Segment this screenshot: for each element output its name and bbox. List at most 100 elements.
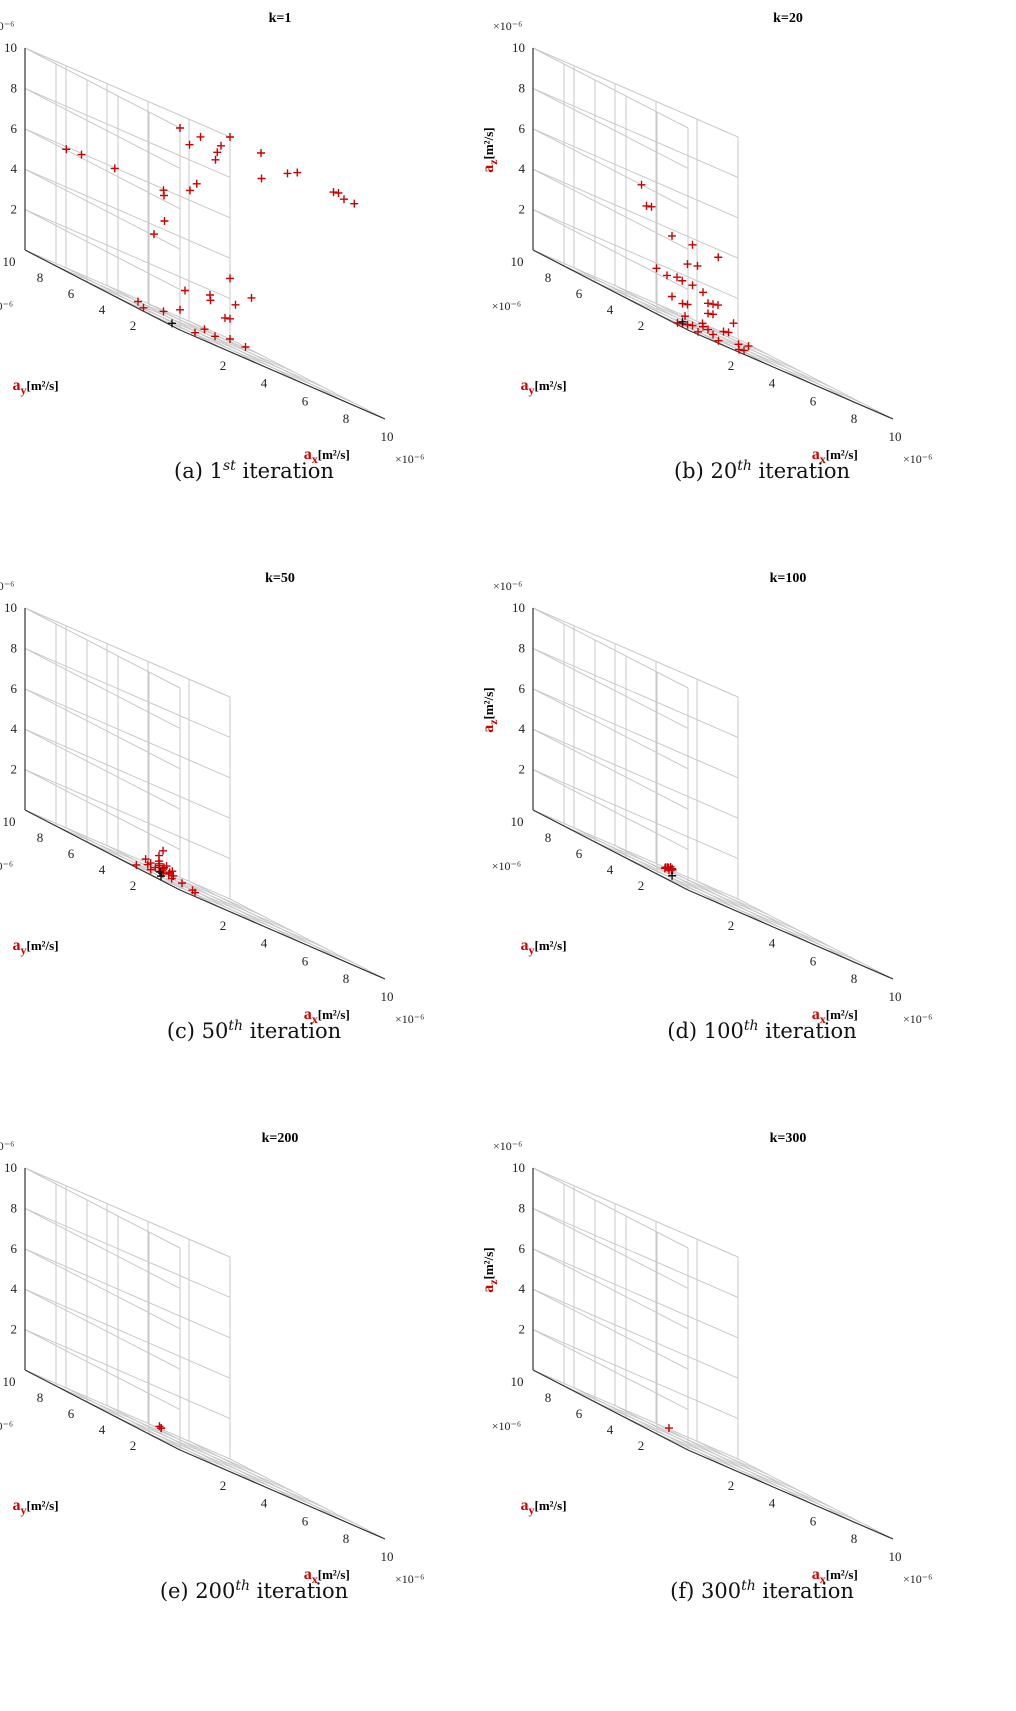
z-tick-label: 4 xyxy=(11,721,18,736)
z-tick-label: 6 xyxy=(519,681,526,696)
caption-prefix: (f) 300 xyxy=(670,1579,742,1603)
data-point xyxy=(211,155,220,164)
axis-label-symbol: a xyxy=(812,1566,820,1583)
y-axis-label: ay[m²/s] xyxy=(521,937,567,957)
grid-line xyxy=(24,1207,181,1289)
z-tick-label: 4 xyxy=(519,161,526,176)
axis-label-subscript: y xyxy=(529,943,535,957)
grid-lines xyxy=(24,1167,386,1540)
data-point xyxy=(141,855,150,864)
axis-label-subscript: y xyxy=(21,383,27,397)
data-point xyxy=(168,319,176,328)
x-tick-label: 8 xyxy=(343,1531,350,1546)
panel-caption: (b) 20th iteration xyxy=(508,458,1016,483)
axis-label-subscript: y xyxy=(21,1503,27,1517)
y-tick-label: 2 xyxy=(638,878,645,893)
data-point xyxy=(329,188,338,197)
grid-line xyxy=(117,1417,324,1508)
z-multiplier: ×10⁻⁶ xyxy=(493,579,522,593)
x-axis-label: ax[m²/s] xyxy=(812,1006,858,1026)
x-tick-label: 4 xyxy=(769,1496,776,1511)
data-point xyxy=(160,217,169,225)
data-point xyxy=(673,273,681,282)
z-tick-label: 2 xyxy=(11,1322,18,1337)
data-point xyxy=(681,312,689,321)
markers xyxy=(637,180,753,355)
y-multiplier: ×10⁻⁶ xyxy=(492,1419,521,1433)
x-axis-label: ax[m²/s] xyxy=(304,1006,350,1026)
y-tick-label: 8 xyxy=(37,270,44,285)
data-point xyxy=(176,305,184,314)
data-point xyxy=(159,846,168,855)
z-tick-label: 10 xyxy=(512,1160,525,1175)
y-axis-label: ay[m²/s] xyxy=(13,377,59,397)
grid-line xyxy=(24,607,231,698)
axis-label-symbol: a xyxy=(304,446,312,463)
grid-line xyxy=(532,728,739,819)
grid-line xyxy=(24,1167,231,1258)
tick-labels: 2 2 4 4 6 6 8 8 10 10 2 4 6 8 10 xyxy=(3,1160,394,1564)
data-point xyxy=(213,148,222,157)
x-multiplier: ×10⁻⁶ xyxy=(903,452,932,466)
chart-title: k=1 xyxy=(269,11,292,26)
axis-label-symbol: a xyxy=(521,1497,529,1514)
data-point xyxy=(699,288,707,297)
axis-label-symbol: a xyxy=(812,446,820,463)
chart-panel: k=1224466881010246810×10⁻⁶×10⁻⁶×10⁻⁶ax[m… xyxy=(0,0,508,570)
caption-superscript: th xyxy=(228,1018,244,1034)
data-point xyxy=(663,863,672,872)
grid-line xyxy=(532,1167,739,1258)
x-tick-label: 10 xyxy=(889,429,902,444)
axis-label-symbol: a xyxy=(480,725,497,733)
data-point xyxy=(257,174,266,183)
x-multiplier: ×10⁻⁶ xyxy=(395,1572,424,1586)
panel-caption: (d) 100th iteration xyxy=(508,1018,1016,1043)
chart-panel: k=50224466881010246810×10⁻⁶×10⁻⁶×10⁻⁶ax[… xyxy=(0,560,508,1130)
grid-line xyxy=(532,1207,689,1289)
y-tick-label: 2 xyxy=(130,1438,137,1453)
grid-line xyxy=(532,1369,739,1460)
grid-line xyxy=(24,769,231,860)
grid-line xyxy=(573,267,730,349)
grid-line xyxy=(532,128,689,210)
x-tick-label: 6 xyxy=(302,953,309,968)
data-point xyxy=(206,291,214,299)
x-tick-label: 10 xyxy=(889,989,902,1004)
data-point xyxy=(186,186,194,195)
axis-label-subscript: z xyxy=(486,1279,500,1285)
grid-line xyxy=(24,168,181,250)
x-axis-line xyxy=(687,1449,894,1540)
grid-line xyxy=(117,857,324,948)
x-axis-line xyxy=(687,889,894,980)
axis-label-symbol: a xyxy=(13,377,21,394)
x-tick-label: 6 xyxy=(810,1513,817,1528)
data-point xyxy=(192,179,201,188)
y-tick-label: 10 xyxy=(511,254,524,269)
x-tick-label: 4 xyxy=(261,1496,268,1511)
y-tick-label: 2 xyxy=(638,1438,645,1453)
x-tick-label: 6 xyxy=(302,1513,309,1528)
y-tick-label: 10 xyxy=(511,814,524,829)
z-tick-label: 4 xyxy=(11,1281,18,1296)
z-tick-label: 4 xyxy=(519,721,526,736)
z-tick-label: 10 xyxy=(512,600,525,615)
data-point xyxy=(155,1422,164,1431)
y-tick-label: 4 xyxy=(607,302,614,317)
axis-label-unit: [m²/s] xyxy=(535,938,567,953)
caption-superscript: st xyxy=(223,458,236,474)
grid-line xyxy=(24,47,181,129)
z-multiplier: ×10⁻⁶ xyxy=(0,579,14,593)
z-tick-label: 8 xyxy=(11,80,18,95)
x-tick-label: 2 xyxy=(728,918,735,933)
y-tick-label: 10 xyxy=(3,1374,16,1389)
data-point xyxy=(146,865,155,874)
grid-line xyxy=(24,728,231,819)
data-point xyxy=(688,321,697,330)
z-tick-label: 4 xyxy=(519,1281,526,1296)
axis-label-subscript: x xyxy=(312,1572,318,1586)
data-point xyxy=(132,860,141,869)
axis-label-unit: [m²/s] xyxy=(481,687,496,719)
axis-label-unit: [m²/s] xyxy=(318,1007,350,1022)
y-tick-label: 4 xyxy=(99,1422,106,1437)
